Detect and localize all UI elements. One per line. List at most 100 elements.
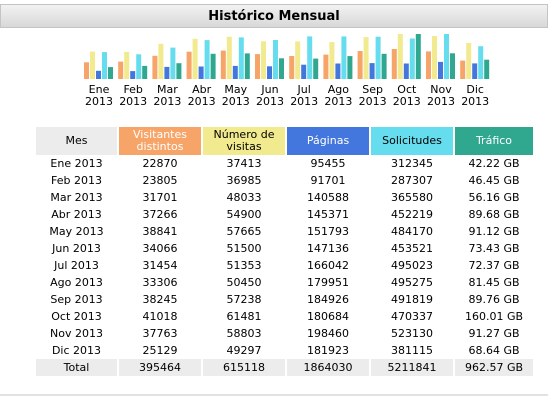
bar-requests: [170, 47, 176, 79]
bar-requests: [409, 38, 415, 79]
cell-visitors: 41018: [142, 310, 178, 323]
bar-traffic: [450, 53, 455, 79]
bar-visitors: [460, 60, 466, 79]
month-year: 2013: [461, 95, 490, 108]
cell-traffic: 42.22 GB: [468, 157, 520, 170]
bar-visits: [158, 43, 164, 79]
bar-traffic: [279, 58, 284, 79]
cell-requests: 470337: [391, 310, 433, 323]
cell-mes: Jun 2013: [52, 242, 101, 255]
cell-requests: 495275: [391, 276, 433, 289]
cell-visitors: 37763: [142, 327, 178, 340]
month-label: Nov 2013: [424, 84, 458, 108]
cell-pages: 145371: [307, 208, 349, 221]
bar-requests: [341, 36, 347, 79]
table-total-row: Total 395464 615118 1864030 5211841 962.57 GB: [36, 359, 533, 376]
month-label: Mar 2013: [150, 84, 184, 108]
bar-traffic: [244, 53, 250, 79]
bar-traffic: [210, 53, 216, 79]
cell-visitors: 38841: [142, 225, 178, 238]
bar-traffic: [415, 34, 421, 79]
cell-mes: Ago 2013: [50, 276, 103, 289]
header-requests: Solicitudes: [371, 127, 453, 155]
cell-visitors: 31701: [142, 191, 178, 204]
month-name: Jun: [261, 83, 279, 96]
month-name: May: [224, 83, 248, 96]
month-label: Ago 2013: [321, 84, 355, 108]
cell-pages: 91701: [310, 174, 346, 187]
cell-traffic: 73.43 GB: [468, 242, 520, 255]
cell-visitors: 37266: [142, 208, 178, 221]
bar-traffic: [176, 63, 182, 79]
cell-mes: May 2013: [49, 225, 104, 238]
cell-mes: Nov 2013: [50, 327, 103, 340]
month-label: Abr 2013: [185, 84, 219, 108]
cell-visitors: 34066: [142, 242, 178, 255]
cell-traffic: 46.45 GB: [468, 174, 520, 187]
month-year: 2013: [324, 95, 353, 108]
bar-visitors: [255, 54, 260, 79]
bar-visitors: [220, 50, 226, 79]
bar-visitors: [118, 61, 124, 79]
cell-visits: 58803: [226, 327, 262, 340]
bar-requests: [204, 40, 210, 79]
monthly-history-bar-chart: [84, 34, 490, 79]
total-visits: 615118: [203, 359, 285, 376]
month-year: 2013: [427, 95, 455, 108]
cell-pages: 166042: [307, 259, 349, 272]
cell-traffic: 72.37 GB: [468, 259, 520, 272]
cell-visits: 61481: [226, 310, 262, 323]
bar-traffic: [313, 58, 319, 79]
cell-visitors: 23805: [142, 174, 178, 187]
bar-visitors: [391, 49, 397, 79]
cell-pages: 181923: [307, 344, 349, 357]
bar-visits: [466, 42, 472, 79]
table-row: Ene 2013 22870 37413 95455 312345 42.22 GB: [36, 155, 533, 172]
cell-visits: 37413: [226, 157, 262, 170]
cell-visits: 51353: [226, 259, 262, 272]
monthly-stats-table: Mes Visitantes distintos Número de visit…: [34, 127, 535, 376]
bar-pages: [438, 61, 443, 79]
table-row: Sep 2013 38245 57238 184926 491819 89.76 GB: [36, 291, 533, 308]
cell-pages: 95455: [310, 157, 346, 170]
cell-visits: 57238: [226, 293, 262, 306]
month-name: Ene: [88, 83, 110, 96]
bar-visitors: [84, 62, 89, 79]
cell-requests: 523130: [391, 327, 433, 340]
month-year: 2013: [119, 95, 148, 108]
month-name: Feb: [123, 83, 143, 96]
table-header-row: Mes Visitantes distintos Número de visit…: [36, 127, 533, 155]
bar-visits: [295, 41, 301, 79]
section-title-bar: Histórico Mensual: [0, 4, 548, 28]
bar-visits: [124, 51, 130, 79]
bar-visitors: [152, 55, 158, 79]
cell-mes: Ene 2013: [50, 157, 103, 170]
cell-visits: 36985: [226, 174, 262, 187]
cell-visitors: 22870: [142, 157, 178, 170]
cell-pages: 179951: [307, 276, 349, 289]
cell-visitors: 33306: [142, 276, 178, 289]
cell-traffic: 91.27 GB: [468, 327, 520, 340]
bar-pages: [267, 66, 272, 79]
cell-requests: 453521: [391, 242, 433, 255]
month-year: 2013: [358, 95, 387, 108]
bar-visits: [329, 42, 335, 79]
header-month: Mes: [36, 127, 117, 155]
cell-traffic: 89.68 GB: [468, 208, 520, 221]
cell-requests: 287307: [391, 174, 433, 187]
cell-mes: Jul 2013: [54, 259, 99, 272]
cell-mes: Feb 2013: [51, 174, 102, 187]
cell-visits: 48033: [226, 191, 262, 204]
bar-pages: [335, 63, 341, 79]
cell-mes: Dic 2013: [51, 344, 102, 357]
month-label: Jul 2013: [287, 84, 321, 108]
bar-pages: [164, 66, 170, 79]
bar-requests: [444, 34, 449, 79]
bar-requests: [307, 36, 313, 79]
bar-visits: [90, 51, 95, 79]
total-mes: Total: [36, 359, 117, 376]
bar-visits: [226, 36, 232, 79]
bar-visits: [363, 37, 369, 79]
month-label: Sep 2013: [356, 84, 390, 108]
month-year: 2013: [85, 95, 113, 108]
